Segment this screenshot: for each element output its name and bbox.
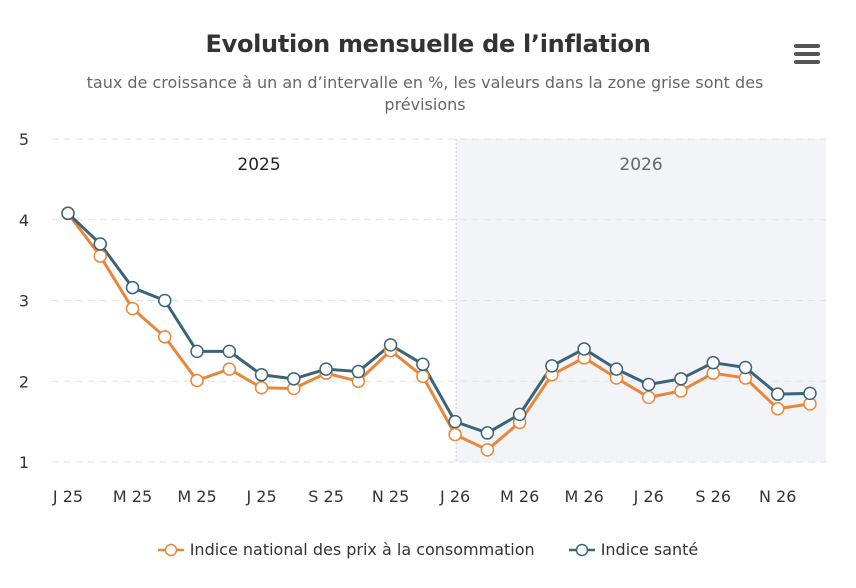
data-point-1 — [383, 338, 398, 352]
data-point-0 — [770, 401, 785, 416]
x-tick-label: S 26 — [695, 487, 731, 506]
data-point-0 — [674, 384, 688, 398]
data-point-1 — [254, 368, 269, 382]
x-tick-label: N 25 — [372, 487, 409, 506]
legend-label: Indice santé — [600, 540, 699, 559]
data-point-1 — [770, 387, 785, 401]
line-chart: 2025 2026 1 2 3 4 5 J 25 M 25 M 25 J 25 S 25 N 25 J 2… — [19, 130, 826, 506]
data-point-1 — [738, 360, 753, 375]
data-point-0 — [254, 380, 269, 395]
data-point-0 — [641, 390, 656, 405]
y-tick-label: 5 — [19, 130, 29, 149]
data-point-1 — [674, 372, 688, 386]
data-point-1 — [609, 362, 624, 376]
data-point-0 — [448, 427, 462, 442]
y-tick-label: 4 — [19, 211, 29, 230]
x-tick-label: J 25 — [52, 487, 83, 506]
legend-label: Indice national des prix à la consommati… — [189, 540, 535, 559]
data-point-1 — [480, 426, 495, 440]
chart-subtitle: taux de croissance à un an d’intervalle … — [86, 73, 764, 114]
hamburger-icon[interactable] — [794, 44, 820, 66]
data-point-0 — [158, 330, 172, 344]
x-tick-label: J 25 — [245, 487, 276, 506]
x-tick-label: N 26 — [759, 487, 796, 506]
data-point-1 — [512, 407, 527, 422]
x-tick-label: M 26 — [565, 487, 604, 506]
y-tick-label: 1 — [19, 453, 29, 472]
data-point-1 — [706, 355, 720, 370]
band-label-2026: 2026 — [619, 155, 662, 175]
data-point-1 — [319, 362, 333, 376]
data-point-1 — [641, 377, 656, 392]
x-tick-label: J 26 — [439, 487, 470, 506]
data-point-0 — [416, 369, 430, 384]
legend-item-sante[interactable]: Indice santé — [568, 540, 699, 559]
data-point-1 — [190, 344, 204, 359]
data-point-1 — [158, 293, 172, 308]
chart-title: Evolution mensuelle de l’inflation — [205, 30, 651, 58]
data-point-1 — [351, 364, 366, 379]
data-point-1 — [222, 344, 237, 359]
data-point-1 — [93, 237, 108, 251]
data-point-1 — [803, 386, 817, 401]
legend-item-ipc[interactable]: Indice national des prix à la consommati… — [157, 540, 535, 559]
data-point-1 — [125, 280, 140, 295]
data-point-0 — [480, 443, 495, 457]
data-point-1 — [416, 357, 430, 372]
data-point-0 — [125, 301, 140, 316]
x-tick-label: S 25 — [308, 487, 344, 506]
data-point-1 — [545, 359, 559, 373]
x-tick-label: M 25 — [177, 487, 216, 506]
data-point-1 — [61, 206, 75, 221]
x-tick-label: M 26 — [500, 487, 539, 506]
x-tick-label: M 25 — [113, 487, 152, 506]
data-point-0 — [93, 249, 108, 263]
data-point-1 — [448, 414, 462, 429]
y-tick-label: 2 — [19, 372, 29, 391]
legend: Indice national des prix à la consommati… — [0, 540, 856, 559]
y-tick-label: 3 — [19, 292, 29, 311]
data-point-0 — [190, 373, 204, 388]
band-label-2025: 2025 — [237, 155, 280, 175]
x-tick-label: J 26 — [633, 487, 664, 506]
data-point-1 — [577, 342, 591, 356]
data-point-1 — [287, 372, 301, 386]
data-point-0 — [222, 362, 237, 376]
